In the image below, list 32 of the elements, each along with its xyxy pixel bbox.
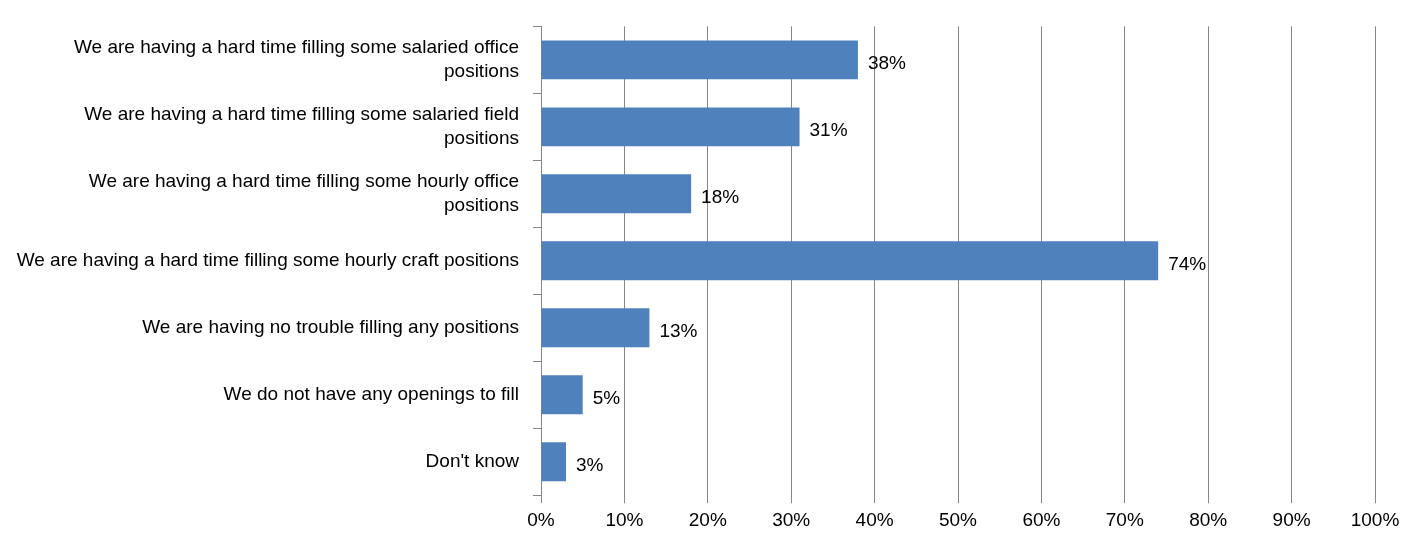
- x-tick-label: 90%: [1272, 508, 1311, 530]
- bar: [541, 308, 650, 348]
- x-tick-label: 50%: [938, 508, 978, 530]
- x-tick-label: 60%: [1022, 508, 1061, 530]
- data-label: 31%: [809, 119, 848, 141]
- bar: [541, 241, 1159, 281]
- x-tick-label: 40%: [855, 508, 894, 530]
- y-tick-label: We are having no trouble filling any positions: [142, 315, 519, 337]
- x-tick-label: 10%: [605, 508, 644, 530]
- data-label: 38%: [867, 52, 907, 74]
- data-label: 74%: [1168, 253, 1207, 275]
- bar: [541, 375, 583, 415]
- y-tick-label: We are having a hard time filling some salaried office positions: [74, 35, 519, 82]
- bar: [541, 40, 858, 80]
- x-tick-label: 0%: [527, 508, 555, 530]
- x-tick-label: 20%: [688, 508, 727, 530]
- bar: [541, 174, 692, 214]
- data-label: 3%: [576, 453, 604, 475]
- y-tick-label: We do not have any openings to fill: [223, 382, 519, 404]
- y-tick-label: Don't know: [425, 449, 520, 471]
- y-tick-label: We are having a hard time filling some hourly office positions: [88, 169, 519, 216]
- y-tick-label: We are having a hard time filling some hourly craft positions: [16, 249, 519, 271]
- x-tick-label: 70%: [1105, 508, 1144, 530]
- bar: [541, 442, 567, 482]
- data-label: 5%: [592, 386, 621, 408]
- bar: [541, 107, 800, 147]
- data-label: 18%: [701, 186, 740, 208]
- data-label: 13%: [659, 319, 698, 341]
- x-tick-label: 80%: [1189, 508, 1228, 530]
- x-tick-label: 30%: [772, 508, 811, 530]
- x-tick-label: 100%: [1350, 508, 1400, 530]
- y-tick-label: We are having a hard time filling some salaried field positions: [84, 102, 519, 149]
